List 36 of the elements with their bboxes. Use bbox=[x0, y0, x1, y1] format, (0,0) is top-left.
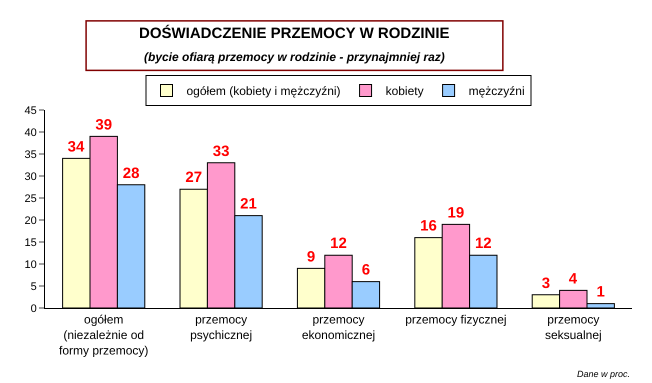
x-tick-label: przemocy ekonomicznej bbox=[302, 312, 376, 342]
data-label: 4 bbox=[568, 270, 578, 288]
data-label: 1 bbox=[596, 284, 605, 301]
data-label: 27 bbox=[185, 169, 202, 186]
chart-subtitle: (bycie ofiarą przemocy w rodzinie - przynajmniej raz) bbox=[144, 50, 445, 64]
data-label: 19 bbox=[448, 204, 464, 222]
data-label: 12 bbox=[474, 235, 492, 252]
y-tick-label: 15 bbox=[24, 236, 37, 249]
y-tick-label: 25 bbox=[24, 192, 37, 205]
data-label: 33 bbox=[212, 142, 230, 160]
data-label: 21 bbox=[240, 196, 257, 213]
legend-label: kobiety bbox=[386, 84, 424, 98]
data-label: 34 bbox=[68, 138, 85, 156]
legend-label: mężczyźni bbox=[468, 84, 525, 98]
data-label: 16 bbox=[420, 218, 437, 235]
y-tick-label: 10 bbox=[24, 258, 37, 271]
x-tick-label: przemocy fizycznej bbox=[405, 312, 507, 326]
x-tick-label: przemocy psychicznej bbox=[190, 312, 252, 342]
x-tick-label: ogółem (niezależnie od formy przemocy) bbox=[59, 312, 148, 358]
data-label: 28 bbox=[122, 164, 140, 182]
data-label: 9 bbox=[306, 248, 316, 266]
data-label: 6 bbox=[362, 262, 370, 279]
data-label: 39 bbox=[95, 116, 112, 134]
y-tick-label: 5 bbox=[30, 280, 37, 293]
chart-title: DOŚWIADCZENIE PRZEMOCY W RODZINIE bbox=[139, 24, 450, 42]
y-tick-label: 35 bbox=[24, 148, 37, 161]
y-tick-label: 40 bbox=[24, 126, 37, 139]
text: Dane w proc. bbox=[577, 369, 630, 379]
y-tick-label: 30 bbox=[24, 170, 37, 183]
y-tick-label: 45 bbox=[24, 104, 37, 117]
y-tick-label: 20 bbox=[24, 214, 37, 227]
data-label: 3 bbox=[542, 274, 550, 292]
x-tick-label: przemocy seksualnej bbox=[544, 312, 602, 342]
data-label: 12 bbox=[330, 235, 347, 252]
legend-label: ogółem (kobiety i mężczyźni) bbox=[186, 84, 341, 98]
y-tick-label: 0 bbox=[30, 302, 37, 315]
